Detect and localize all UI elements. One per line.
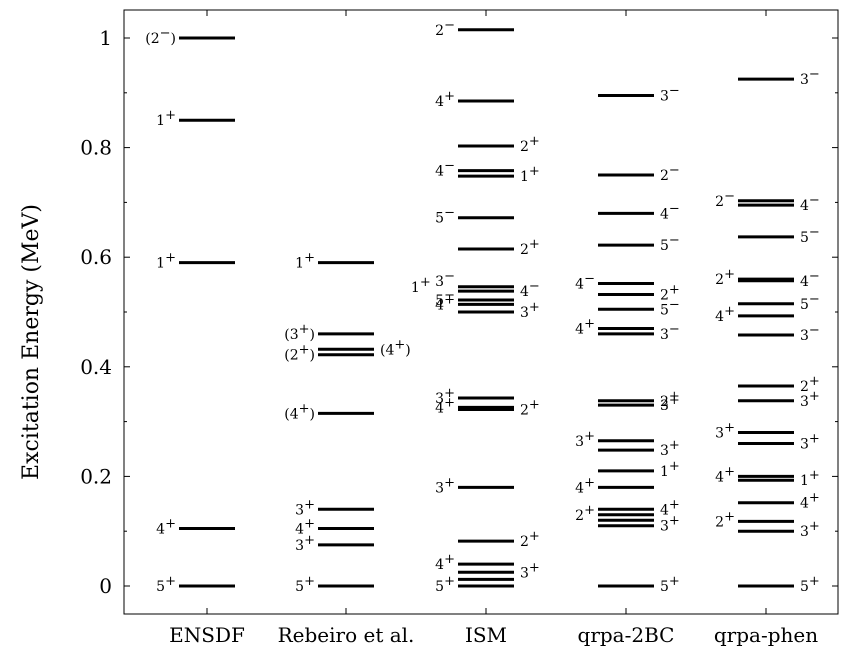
level-label: 5+ [156,574,176,595]
level-label: (4+) [380,337,411,358]
level-label: 4+ [575,316,595,337]
level-label: 3+ [295,497,315,518]
level-label: 1+ [295,251,315,272]
y-tick-label: 0.8 [80,136,112,160]
level-label: (2−) [145,26,176,47]
level-label: 2+ [520,134,540,155]
x-category-label: qrpa-phen [714,623,818,647]
level-label: 3+ [520,300,540,321]
y-tick-label: 0 [99,574,112,598]
level-label: 4+ [156,516,176,537]
level-label: (4+) [284,401,315,422]
level-label: 5− [800,225,820,246]
level-label: 2+ [575,503,595,524]
level-label: (3+) [284,322,315,343]
level-label: 5+ [800,574,820,595]
level-lines [179,28,794,588]
level-label: 5− [660,233,680,254]
level-label: 5+ [295,574,315,595]
level-label: 1+ [156,251,176,272]
level-label: 4+ [295,516,315,537]
level-label: 2+ [800,374,820,395]
level-label: 1+ 3− [411,269,455,296]
level-label: 5+ [435,574,455,595]
level-label: 3+ [520,560,540,581]
axes: 0 0.2 0.4 0.6 0.8 1 ENSDF Rebeiro et al. ISM qrpa… [80,9,839,647]
y-tick-label: 1 [99,26,112,50]
level-label: 3+ [295,533,315,554]
level-label: 5− [660,297,680,318]
level-label: 3− [660,84,680,105]
level-label: 4+ [800,491,820,512]
level-label: 2+ [520,237,540,258]
level-label: 2+ [520,398,540,419]
level-label: 2− [660,163,680,184]
level-label: 4+ [435,552,455,573]
level-label: 1+ [520,164,540,185]
level-label: 2+ [660,282,680,303]
level-label: 4− [800,193,820,214]
level-label: 3+ [800,389,820,410]
level-label: 3− [800,67,820,88]
level-label: 4− [575,272,595,293]
level-label: 3+ [800,432,820,453]
level-label: 3+ [435,386,455,407]
level-label: 4+ [715,464,735,485]
level-label: (2+) [284,343,315,364]
level-label: 2+ [715,267,735,288]
y-tick-label: 0.4 [80,355,112,379]
x-category-label: qrpa-2BC [578,623,675,647]
level-label: 2− [715,189,735,210]
level-label: 5− [435,206,455,227]
y-axis-label: Excitation Energy (MeV) [19,204,44,480]
level-label: 3+ [660,393,680,414]
x-category-label: ISM [465,623,507,647]
level-label: 4− [800,269,820,290]
level-label: 1+ [156,108,176,129]
level-label: 4+ [575,475,595,496]
level-label: 5− [800,292,820,313]
level-label: 4+ [715,304,735,325]
level-label: 4+ [660,497,680,518]
level-label: 2+ [660,389,680,410]
level-label: 4− [520,279,540,300]
level-label: 2+ [520,529,540,550]
level-label: 4− [435,159,455,180]
level-label: 3+ [660,514,680,535]
y-tick-label: 0.2 [80,464,112,488]
level-label: 4+ [435,395,455,416]
level-label: 3− [660,322,680,343]
y-tick-label: 0.6 [80,245,112,269]
level-label: 4− [660,201,680,222]
level-label: 1+ [660,459,680,480]
level-label: 3+ [435,475,455,496]
x-category-label: Rebeiro et al. [278,623,415,647]
level-label: 4+ [435,292,455,313]
level-label: 1+ [800,468,820,489]
level-label: 3+ [575,429,595,450]
level-label: 2− [435,18,455,39]
level-label: 2+ [715,509,735,530]
level-label: 3+ [800,519,820,540]
level-label: 3+ [715,421,735,442]
level-label: 3+ [660,438,680,459]
level-label: 5+ [660,574,680,595]
level-label: 3− [800,323,820,344]
x-category-label: ENSDF [169,623,245,647]
level-labels: 5+4+1+1+(2−)5+3+4+3+(4+)(2+) (4+)(3+)1+5+… [145,18,820,595]
level-label: 4+ [435,89,455,110]
level-label: 5− [435,288,455,309]
